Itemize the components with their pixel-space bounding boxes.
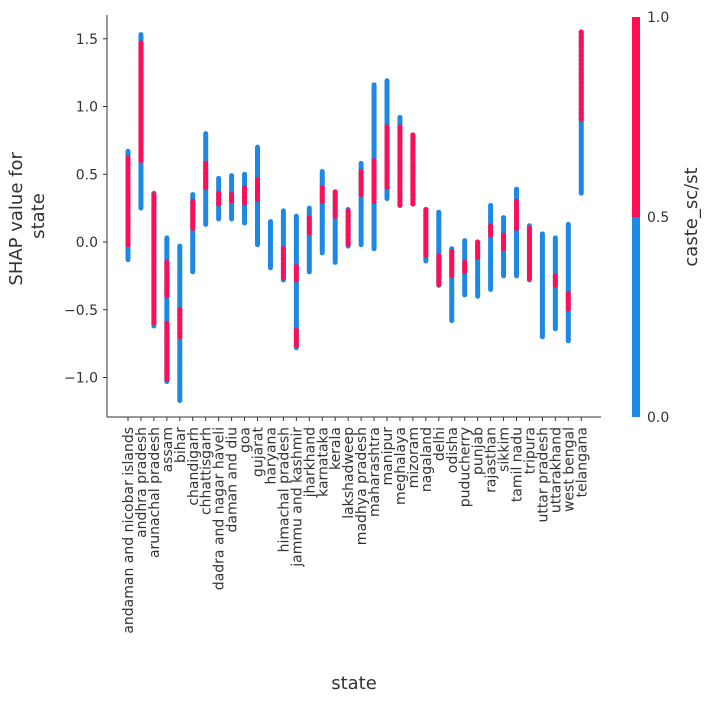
x-tick-label: mizoram	[406, 427, 422, 488]
x-tick-label: telangana	[574, 427, 590, 497]
x-tick-label: maharashtra	[367, 427, 383, 517]
y-axis-label-line-2: state	[28, 193, 49, 239]
y-axis-label-line-1: SHAP value for	[6, 152, 27, 286]
x-tick-label: andaman and nicobar islands	[121, 427, 137, 634]
x-tick-label: bihar	[173, 427, 189, 463]
x-tick-label: meghalaya	[393, 427, 409, 505]
x-tick-label: assam	[160, 427, 176, 472]
colorbar-high-segment	[632, 17, 640, 217]
y-tick-label: 0.0	[76, 235, 98, 251]
x-tick-label: punjab	[471, 427, 487, 475]
x-tick-label: goa	[238, 427, 254, 453]
x-tick-label: uttarakhand	[548, 427, 564, 513]
x-tick-label: puducherry	[458, 427, 474, 507]
y-axis-ticks: −1.0 −0.5 0.0 0.5 1.0 1.5	[64, 32, 107, 387]
colorbar-low-segment	[632, 217, 640, 417]
x-tick-label: rajasthan	[484, 427, 500, 493]
colorbar-tick-label: 1.0	[647, 10, 669, 26]
y-tick-label: 0.5	[76, 167, 98, 183]
x-tick-label: arunachal pradesh	[147, 427, 163, 558]
x-tick-label: daman and diu	[225, 427, 241, 532]
x-tick-label: odisha	[445, 427, 461, 473]
colorbar-tick-label: 0.0	[647, 410, 669, 426]
y-axis-label: SHAP value for state	[6, 146, 49, 285]
x-tick-label: jharkhand	[302, 427, 318, 498]
y-tick-label: −0.5	[64, 303, 98, 319]
x-axis-label: state	[331, 673, 377, 694]
x-tick-label: chandigarh	[186, 427, 202, 506]
x-tick-label: kerala	[328, 427, 344, 470]
x-tick-label: delhi	[432, 427, 448, 461]
x-tick-label: manipur	[380, 427, 396, 486]
x-tick-label: himachal pradesh	[276, 427, 292, 552]
x-tick-label: nagaland	[419, 427, 435, 492]
colorbar-tick-label: 0.5	[647, 210, 669, 226]
x-tick-label: tripura	[522, 427, 538, 474]
x-tick-label: jammu and kashmir	[289, 427, 305, 568]
axes	[106, 15, 601, 418]
x-tick-label: haryana	[263, 427, 279, 485]
x-tick-label: sikkim	[497, 427, 513, 472]
y-tick-label: 1.5	[76, 32, 98, 48]
y-tick-label: −1.0	[64, 371, 98, 387]
x-tick-label: west bengal	[561, 427, 577, 512]
x-tick-label: chhattisgarh	[199, 427, 215, 515]
colorbar: 0.0 0.5 1.0	[632, 10, 669, 426]
plot-points	[125, 29, 584, 404]
x-tick-label: andhra pradesh	[134, 427, 150, 538]
x-tick-label: lakshadweep	[341, 427, 357, 519]
x-tick-label: tamil nadu	[510, 427, 526, 502]
x-tick-label: dadra and nagar haveli	[212, 427, 228, 590]
x-tick-label: uttar pradesh	[535, 427, 551, 523]
x-tick-label: karnataka	[315, 427, 331, 497]
x-tick-label: gujarat	[251, 426, 267, 477]
x-tick-label: madhya pradesh	[354, 427, 370, 545]
y-tick-label: 1.0	[76, 100, 98, 116]
colorbar-label: caste_sc/st	[681, 167, 702, 266]
